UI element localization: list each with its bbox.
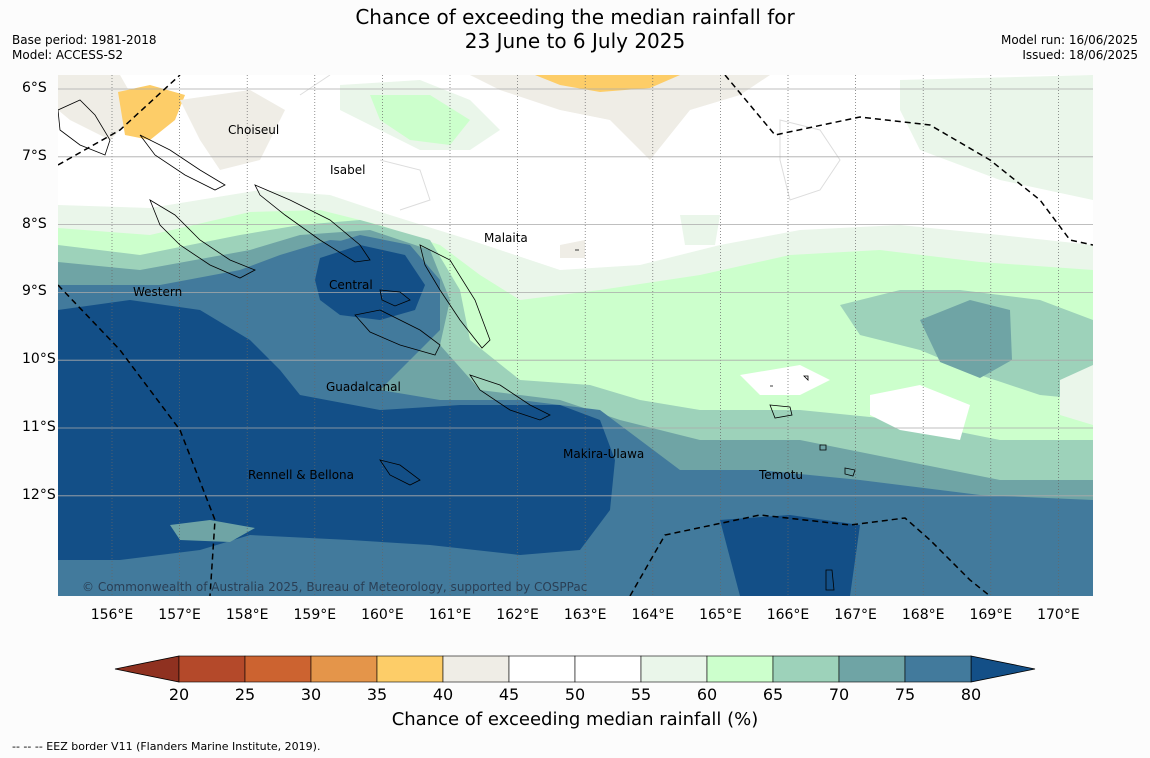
colorbar-tick-label: 70 bbox=[828, 685, 850, 704]
colorbar-tick-label: 30 bbox=[300, 685, 322, 704]
island-central bbox=[379, 289, 411, 307]
longitude-label: 166°E bbox=[766, 607, 810, 623]
colorbar-segment bbox=[904, 655, 972, 683]
colorbar-tick-label: 80 bbox=[960, 685, 982, 704]
latitude-label: 10°S bbox=[22, 351, 56, 368]
longitude-label: 159°E bbox=[293, 607, 337, 623]
place-label: Western bbox=[133, 285, 183, 299]
colorbar-tick-label: 55 bbox=[630, 685, 652, 704]
latitude-label: 9°S bbox=[22, 283, 47, 300]
longitude-label: 168°E bbox=[901, 607, 945, 623]
place-label: Temotu bbox=[759, 468, 804, 482]
colorbar-tick-label: 35 bbox=[366, 685, 388, 704]
latitude-label: 12°S bbox=[22, 486, 56, 503]
longitude-label: 160°E bbox=[361, 607, 404, 623]
island-rennell bbox=[379, 459, 421, 486]
place-label: Central bbox=[329, 278, 373, 292]
colorbar-tick-label: 75 bbox=[894, 685, 916, 704]
longitude-label: 167°E bbox=[834, 607, 877, 623]
colorbar-segment bbox=[508, 655, 576, 683]
colorbar-segment bbox=[244, 655, 312, 683]
colorbar-high-arrow bbox=[970, 655, 1036, 683]
issued-date: Issued: 18/06/2025 bbox=[1022, 48, 1138, 62]
colorbar-segment bbox=[574, 655, 642, 683]
longitude-label: 170°E bbox=[1037, 607, 1080, 623]
colorbar-tick-label: 45 bbox=[498, 685, 520, 704]
colorbar-segment bbox=[706, 655, 774, 683]
colorbar-segment bbox=[376, 655, 444, 683]
place-label: Isabel bbox=[330, 163, 366, 177]
eez-footnote: -- -- -- EEZ border V11 (Flanders Marine… bbox=[12, 740, 321, 753]
longitude-label: 161°E bbox=[428, 607, 472, 623]
colorbar-segment bbox=[772, 655, 840, 683]
colorbar-segment bbox=[838, 655, 906, 683]
colorbar-low-arrow bbox=[114, 655, 180, 683]
latitude-label: 11°S bbox=[22, 419, 56, 435]
place-label: Guadalcanal bbox=[326, 380, 401, 394]
longitude-label: 164°E bbox=[631, 607, 675, 623]
island-bougainville bbox=[58, 99, 111, 156]
longitude-label: 158°E bbox=[225, 607, 269, 623]
colorbar-segment bbox=[640, 655, 708, 683]
longitude-label: 165°E bbox=[699, 607, 742, 623]
colorbar-tick-label: 50 bbox=[564, 685, 586, 704]
island-makira bbox=[469, 374, 551, 421]
place-label: Choiseul bbox=[228, 123, 280, 137]
colorbar-tick-label: 40 bbox=[432, 685, 454, 704]
place-label: Makira-Ulawa bbox=[563, 447, 645, 461]
longitude-label: 169°E bbox=[969, 607, 1013, 623]
title-line-2: 23 June to 6 July 2025 bbox=[464, 29, 686, 53]
island-guadalcanal bbox=[354, 309, 441, 356]
longitude-label: 162°E bbox=[496, 607, 539, 623]
colorbar-segment bbox=[178, 655, 246, 683]
longitude-label: 156°E bbox=[90, 607, 134, 623]
eez-border-east bbox=[724, 75, 1093, 246]
colorbar-tick-label: 20 bbox=[168, 685, 190, 704]
colorbar-segment bbox=[442, 655, 510, 683]
copyright: © Commonwealth of Australia 2025, Bureau… bbox=[82, 580, 588, 594]
eez-border-west bbox=[58, 284, 216, 596]
colorbar-tick-label: 25 bbox=[234, 685, 256, 704]
island-new-georgia bbox=[149, 199, 256, 279]
eez-border-south bbox=[629, 514, 991, 596]
model-name: Model: ACCESS-S2 bbox=[12, 48, 124, 62]
eez-border-north bbox=[58, 75, 181, 166]
colorbar-tick-label: 60 bbox=[696, 685, 718, 704]
colorbar-segment bbox=[310, 655, 378, 683]
colorbar bbox=[114, 655, 1036, 683]
latitude-label: 8°S bbox=[22, 215, 47, 232]
place-label: Malaita bbox=[484, 231, 528, 245]
island-choiseul bbox=[139, 134, 226, 191]
latitude-label: 6°S bbox=[22, 80, 47, 96]
longitude-label: 163°E bbox=[563, 607, 607, 623]
colorbar-title: Chance of exceeding median rainfall (%) bbox=[391, 709, 759, 730]
island-isabel bbox=[254, 184, 371, 263]
place-label: Rennell & Bellona bbox=[248, 468, 355, 482]
longitude-label: 157°E bbox=[158, 607, 201, 623]
colorbar-tick-label: 65 bbox=[762, 685, 784, 704]
island-malaita bbox=[419, 244, 491, 349]
latitude-label: 7°S bbox=[22, 147, 47, 164]
title-line-1: Chance of exceeding the median rainfall … bbox=[355, 5, 795, 29]
base-period: Base period: 1981-2018 bbox=[12, 33, 157, 47]
island-santa-cruz bbox=[769, 404, 793, 419]
model-run: Model run: 16/06/2025 bbox=[1000, 33, 1138, 47]
